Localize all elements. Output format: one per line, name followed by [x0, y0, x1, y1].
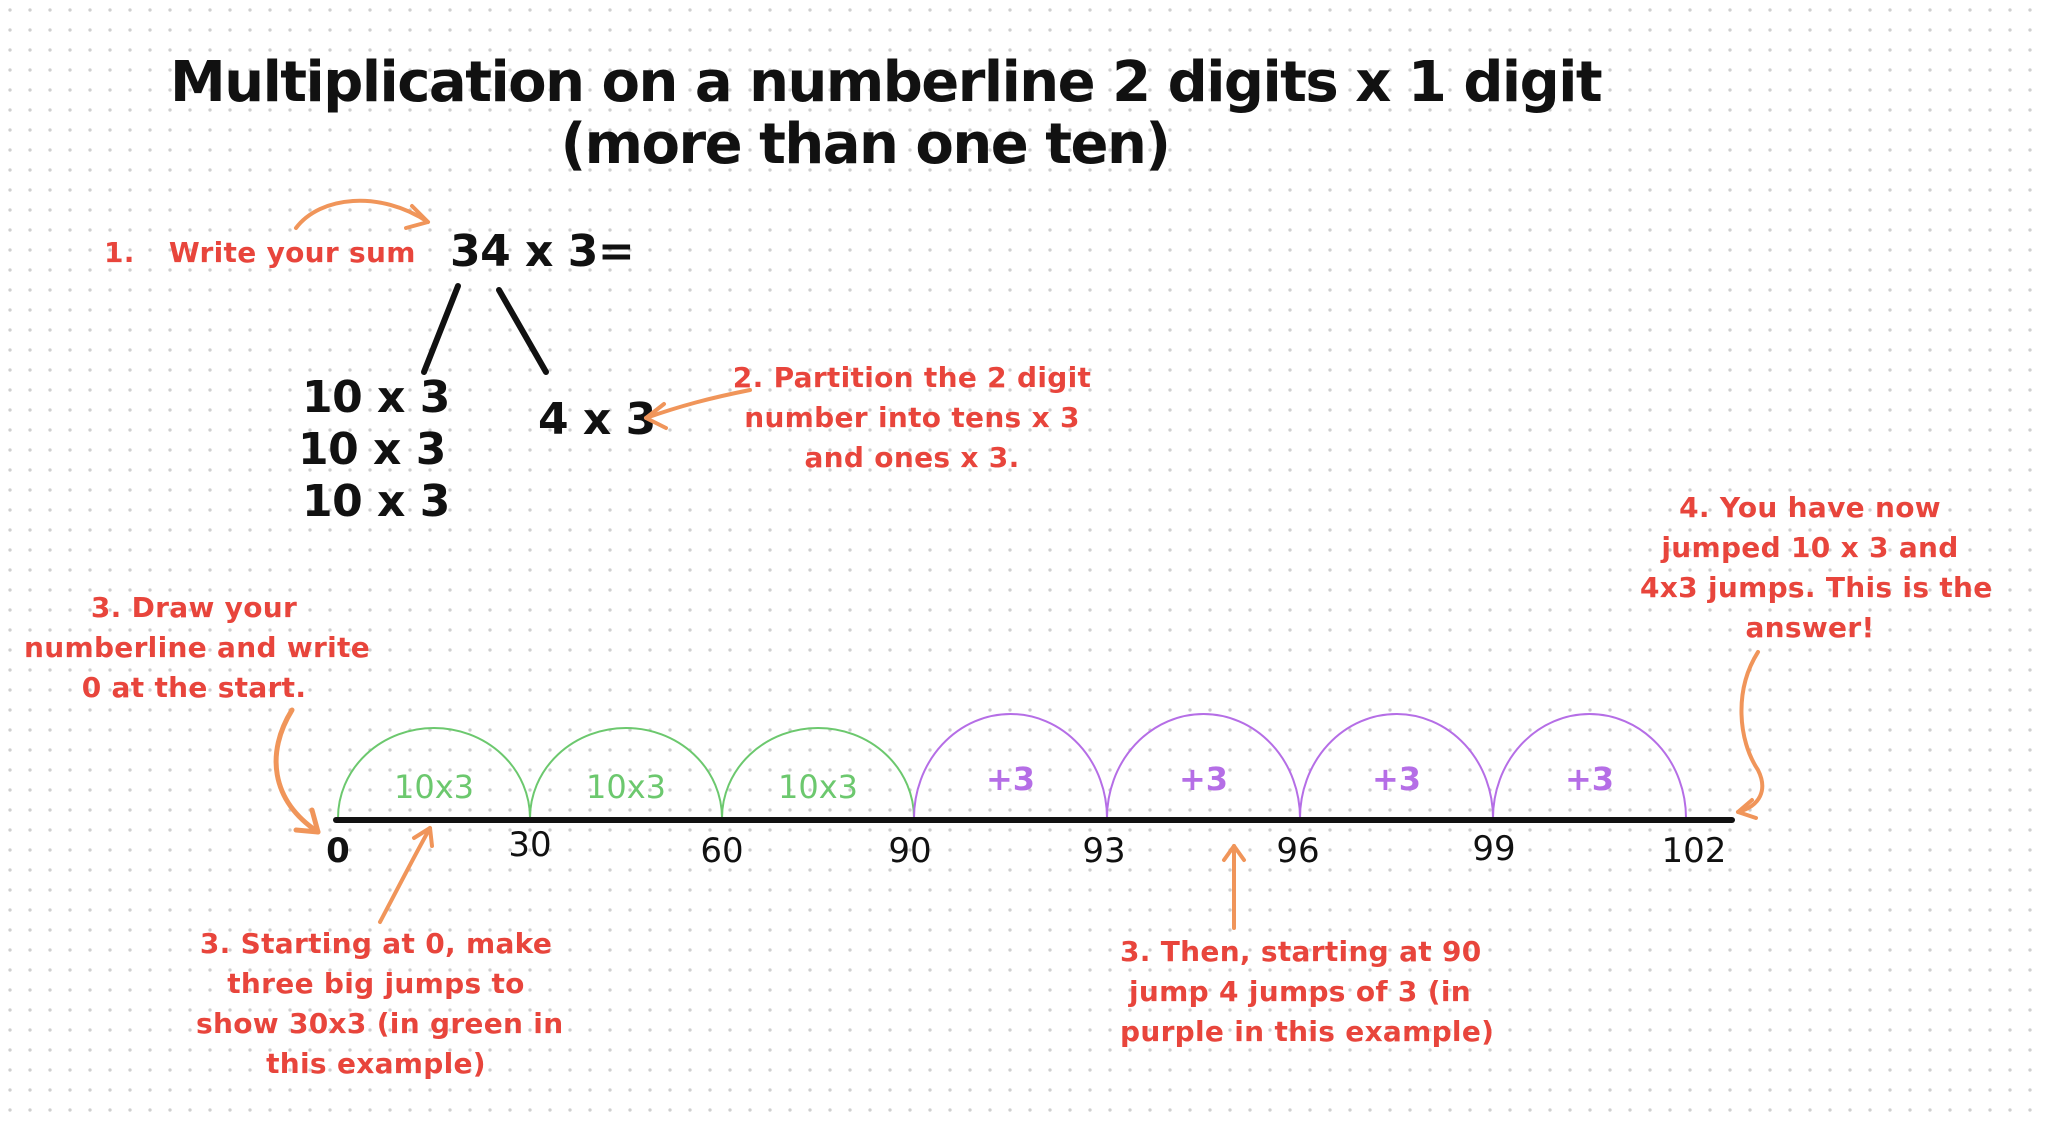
jump-arcs: 10x3 10x3 10x3 +3 +3 +3 +3: [337, 713, 1687, 819]
jump-label-6: +3: [1372, 760, 1421, 798]
step3-green-line-2: three big jumps to: [227, 967, 525, 1000]
step3-draw-note: 3. Draw your numberline and write 0 at t…: [24, 588, 371, 708]
step3-green-note: 3. Starting at 0, make three big jumps t…: [196, 924, 564, 1084]
tick-label-60: 60: [700, 831, 743, 871]
title-line-2: (more than one ten): [560, 112, 1171, 177]
title-line-1: Multiplication on a numberline 2 digits …: [170, 50, 1603, 115]
partition-line-left: [421, 283, 461, 375]
arrow-step3-purple-icon: [1222, 844, 1246, 930]
arrow-step3-green-icon: [378, 826, 434, 924]
step1-number: 1.: [104, 236, 135, 269]
step2-line-2: number into tens x 3: [744, 401, 1080, 434]
step4-line-3: 4x3 jumps. This is the: [1640, 571, 1993, 604]
step4-line-2: jumped 10 x 3 and: [1661, 531, 1959, 564]
step2-line-1: 2. Partition the 2 digit: [732, 361, 1092, 394]
jump-arc-4: [913, 713, 1108, 819]
page-title: Multiplication on a numberline 2 digits …: [170, 50, 1603, 177]
jump-arc-2: [529, 727, 723, 819]
jump-arc-7: [1492, 713, 1687, 819]
arrow-step1-icon: [294, 198, 430, 230]
tick-label-90: 90: [888, 831, 931, 871]
tens-partition-3: 10 x 3: [302, 476, 450, 527]
arrow-step4-icon: [1736, 650, 1765, 820]
step3-green-line-1: 3. Starting at 0, make: [199, 927, 553, 960]
tick-label-93: 93: [1082, 831, 1125, 871]
step3-green-line-4: this example): [266, 1047, 486, 1080]
step4-line-1: 4. You have now: [1679, 491, 1941, 524]
jump-arc-3: [721, 727, 915, 819]
step4-line-4: answer!: [1745, 611, 1875, 644]
step1-note: 1. Write your sum: [104, 233, 416, 273]
jump-label-1: 10x3: [394, 768, 474, 806]
tick-label-96: 96: [1276, 831, 1319, 871]
tick-label-99: 99: [1472, 829, 1515, 869]
step3-draw-line-3: 0 at the start.: [81, 671, 307, 704]
tick-label-102: 102: [1662, 831, 1727, 871]
arrow-step2-icon: [644, 388, 752, 430]
partition-line-right: [496, 287, 549, 375]
tens-partition-1: 10 x 3: [302, 372, 450, 423]
step2-line-3: and ones x 3.: [804, 441, 1020, 474]
tens-partition-2: 10 x 3: [298, 424, 446, 475]
jump-arc-6: [1299, 713, 1494, 819]
step1-text: Write your sum: [168, 236, 416, 269]
tick-label-30: 30: [508, 825, 551, 865]
ones-partition: 4 x 3: [538, 394, 656, 445]
step3-draw-line-2: numberline and write: [24, 631, 371, 664]
jump-label-7: +3: [1565, 760, 1614, 798]
step3-draw-line-1: 3. Draw your: [90, 591, 298, 624]
jump-label-5: +3: [1179, 760, 1228, 798]
jump-label-2: 10x3: [586, 768, 666, 806]
jump-arc-5: [1106, 713, 1301, 819]
jump-arc-1: [337, 727, 531, 819]
equation: 34 x 3=: [450, 226, 635, 277]
step2-note: 2. Partition the 2 digit number into ten…: [724, 358, 1100, 478]
tick-label-0: 0: [326, 831, 350, 871]
jump-label-3: 10x3: [778, 768, 858, 806]
step3-green-line-3: show 30x3 (in green in: [196, 1007, 564, 1040]
step3-purple-note: 3. Then, starting at 90 jump 4 jumps of …: [1120, 932, 1495, 1052]
arrow-step3-draw-icon: [273, 707, 321, 835]
step4-note: 4. You have now jumped 10 x 3 and 4x3 ju…: [1640, 488, 1993, 648]
tick-labels: 0 30 60 90 93 96 99 102: [326, 825, 1726, 871]
step3-purple-line-1: 3. Then, starting at 90: [1120, 935, 1482, 968]
jump-label-4: +3: [986, 760, 1035, 798]
step3-purple-line-3: purple in this example): [1120, 1015, 1495, 1048]
step3-purple-line-2: jump 4 jumps of 3 (in: [1129, 975, 1471, 1008]
